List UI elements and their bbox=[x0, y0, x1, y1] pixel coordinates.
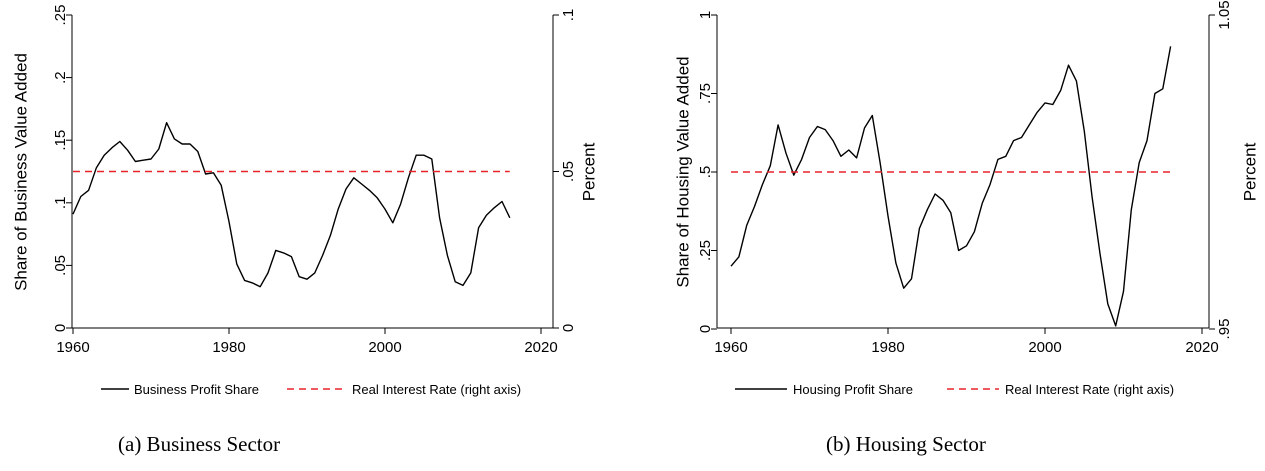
y-tick-label: 1 bbox=[697, 11, 714, 19]
y-tick-label: .1 bbox=[52, 197, 69, 210]
series-line-profit-share bbox=[730, 46, 1172, 327]
x-tick-label: 2020 bbox=[524, 339, 557, 356]
legend-label-profit-share: Housing Profit Share bbox=[793, 382, 913, 397]
x-tick-label: 1980 bbox=[212, 339, 245, 356]
y-tick-label: .25 bbox=[52, 5, 69, 26]
legend-label-real-interest-rate: Real Interest Rate (right axis) bbox=[352, 382, 521, 397]
panel-housing-sector: 1960 1980 2000 2020 0 .25 .5 .75 1 .95 1.05 Share o… bbox=[673, 0, 1259, 456]
x-tick-label: 1980 bbox=[871, 339, 904, 356]
panel-caption: (a) Business Sector bbox=[118, 432, 280, 456]
legend-label-real-interest-rate: Real Interest Rate (right axis) bbox=[1005, 382, 1174, 397]
series-line-profit-share bbox=[72, 121, 511, 288]
y2-tick-label: 1.05 bbox=[1216, 0, 1233, 29]
y-tick-label: .15 bbox=[52, 130, 69, 151]
y-axis-title: Share of Housing Value Added bbox=[673, 56, 692, 287]
x-tick-label: 1960 bbox=[56, 339, 89, 356]
x-tick-label: 1960 bbox=[714, 339, 747, 356]
y2-axis-title: Percent bbox=[579, 142, 598, 201]
y2-axis-title: Percent bbox=[1240, 142, 1259, 201]
panel-business-sector: 1960 1980 2000 20200.05.1.15.2.250.05.1Shar… bbox=[11, 5, 598, 456]
y-tick-label: .05 bbox=[52, 255, 69, 276]
legend-label-profit-share: Business Profit Share bbox=[134, 382, 259, 397]
panel-caption: (b) Housing Sector bbox=[826, 432, 986, 456]
y2-tick-label: .95 bbox=[1216, 319, 1233, 340]
y-tick-label: .25 bbox=[697, 240, 714, 261]
y-tick-label: .75 bbox=[697, 83, 714, 104]
y-tick-label: 0 bbox=[697, 325, 714, 333]
y-tick-label: 0 bbox=[52, 324, 69, 332]
y2-tick-label: .1 bbox=[560, 9, 577, 22]
x-tick-label: 2000 bbox=[1028, 339, 1061, 356]
legend: Business Profit Share Real Interest Rate … bbox=[101, 382, 521, 397]
y-tick-label: .2 bbox=[52, 71, 69, 84]
y-tick-label: .5 bbox=[697, 166, 714, 179]
y2-tick-label: 0 bbox=[560, 324, 577, 332]
y2-tick-label: .05 bbox=[560, 161, 577, 182]
y-axis-title: Share of Business Value Added bbox=[11, 53, 30, 291]
x-tick-label: 2000 bbox=[368, 339, 401, 356]
legend: Housing Profit Share Real Interest Rate (… bbox=[735, 382, 1174, 397]
x-tick-label: 2020 bbox=[1185, 339, 1218, 356]
